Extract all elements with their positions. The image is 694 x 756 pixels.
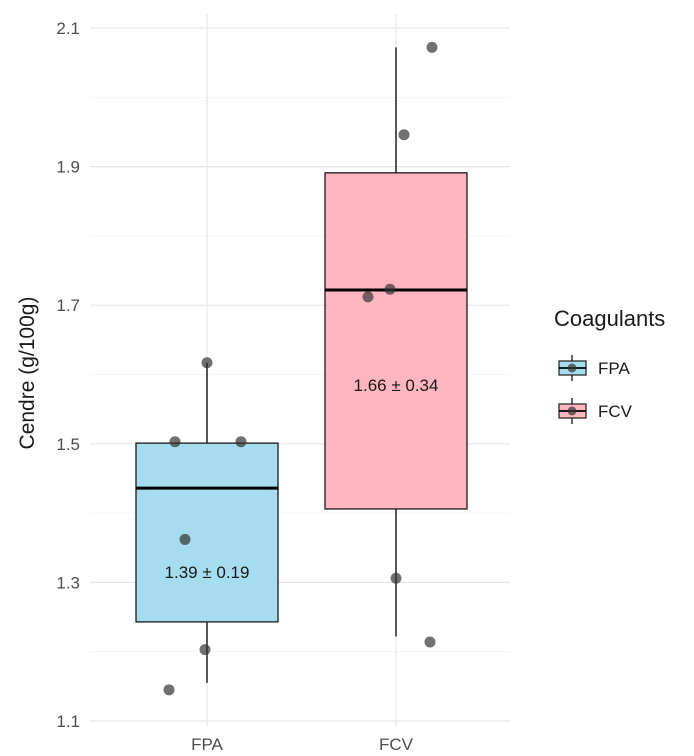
data-point: [235, 436, 247, 448]
y-tick-label: 1.5: [56, 435, 80, 454]
mean-sd-label: 1.66 ± 0.34: [354, 376, 439, 395]
data-point: [384, 283, 396, 295]
box: [135, 442, 279, 623]
data-point: [426, 41, 438, 53]
legend-key-point: [567, 406, 577, 416]
data-point: [398, 129, 410, 141]
y-tick-label: 1.3: [56, 573, 80, 592]
data-point: [362, 291, 374, 303]
x-tick-label: FPA: [191, 735, 223, 754]
legend-title: Coagulants: [554, 306, 665, 331]
y-tick-label: 2.1: [56, 19, 80, 38]
data-point: [424, 636, 436, 648]
x-tick-label: FCV: [379, 735, 414, 754]
annotations: 1.39 ± 0.19 1.66 ± 0.34: [165, 376, 439, 582]
legend: Coagulants FPA FCV: [554, 306, 665, 424]
box: [324, 172, 468, 510]
data-points: [163, 41, 438, 696]
data-point: [179, 533, 191, 545]
mean-sd-label: 1.39 ± 0.19: [165, 563, 250, 582]
data-point: [201, 357, 213, 369]
data-point: [199, 644, 211, 656]
legend-label: FCV: [598, 402, 633, 421]
data-point: [163, 684, 175, 696]
legend-label: FPA: [598, 359, 630, 378]
legend-key-point: [567, 363, 577, 373]
boxes: [135, 47, 468, 683]
y-tick-label: 1.9: [56, 158, 80, 177]
axes: 1.1 1.3 1.5 1.7 1.9 2.1 FPA FCV: [56, 19, 413, 754]
data-point: [390, 572, 402, 584]
data-point: [169, 436, 181, 448]
y-axis-title: Cendre (g/100g): [16, 297, 39, 450]
y-tick-label: 1.1: [56, 712, 80, 731]
y-tick-label: 1.7: [56, 296, 80, 315]
